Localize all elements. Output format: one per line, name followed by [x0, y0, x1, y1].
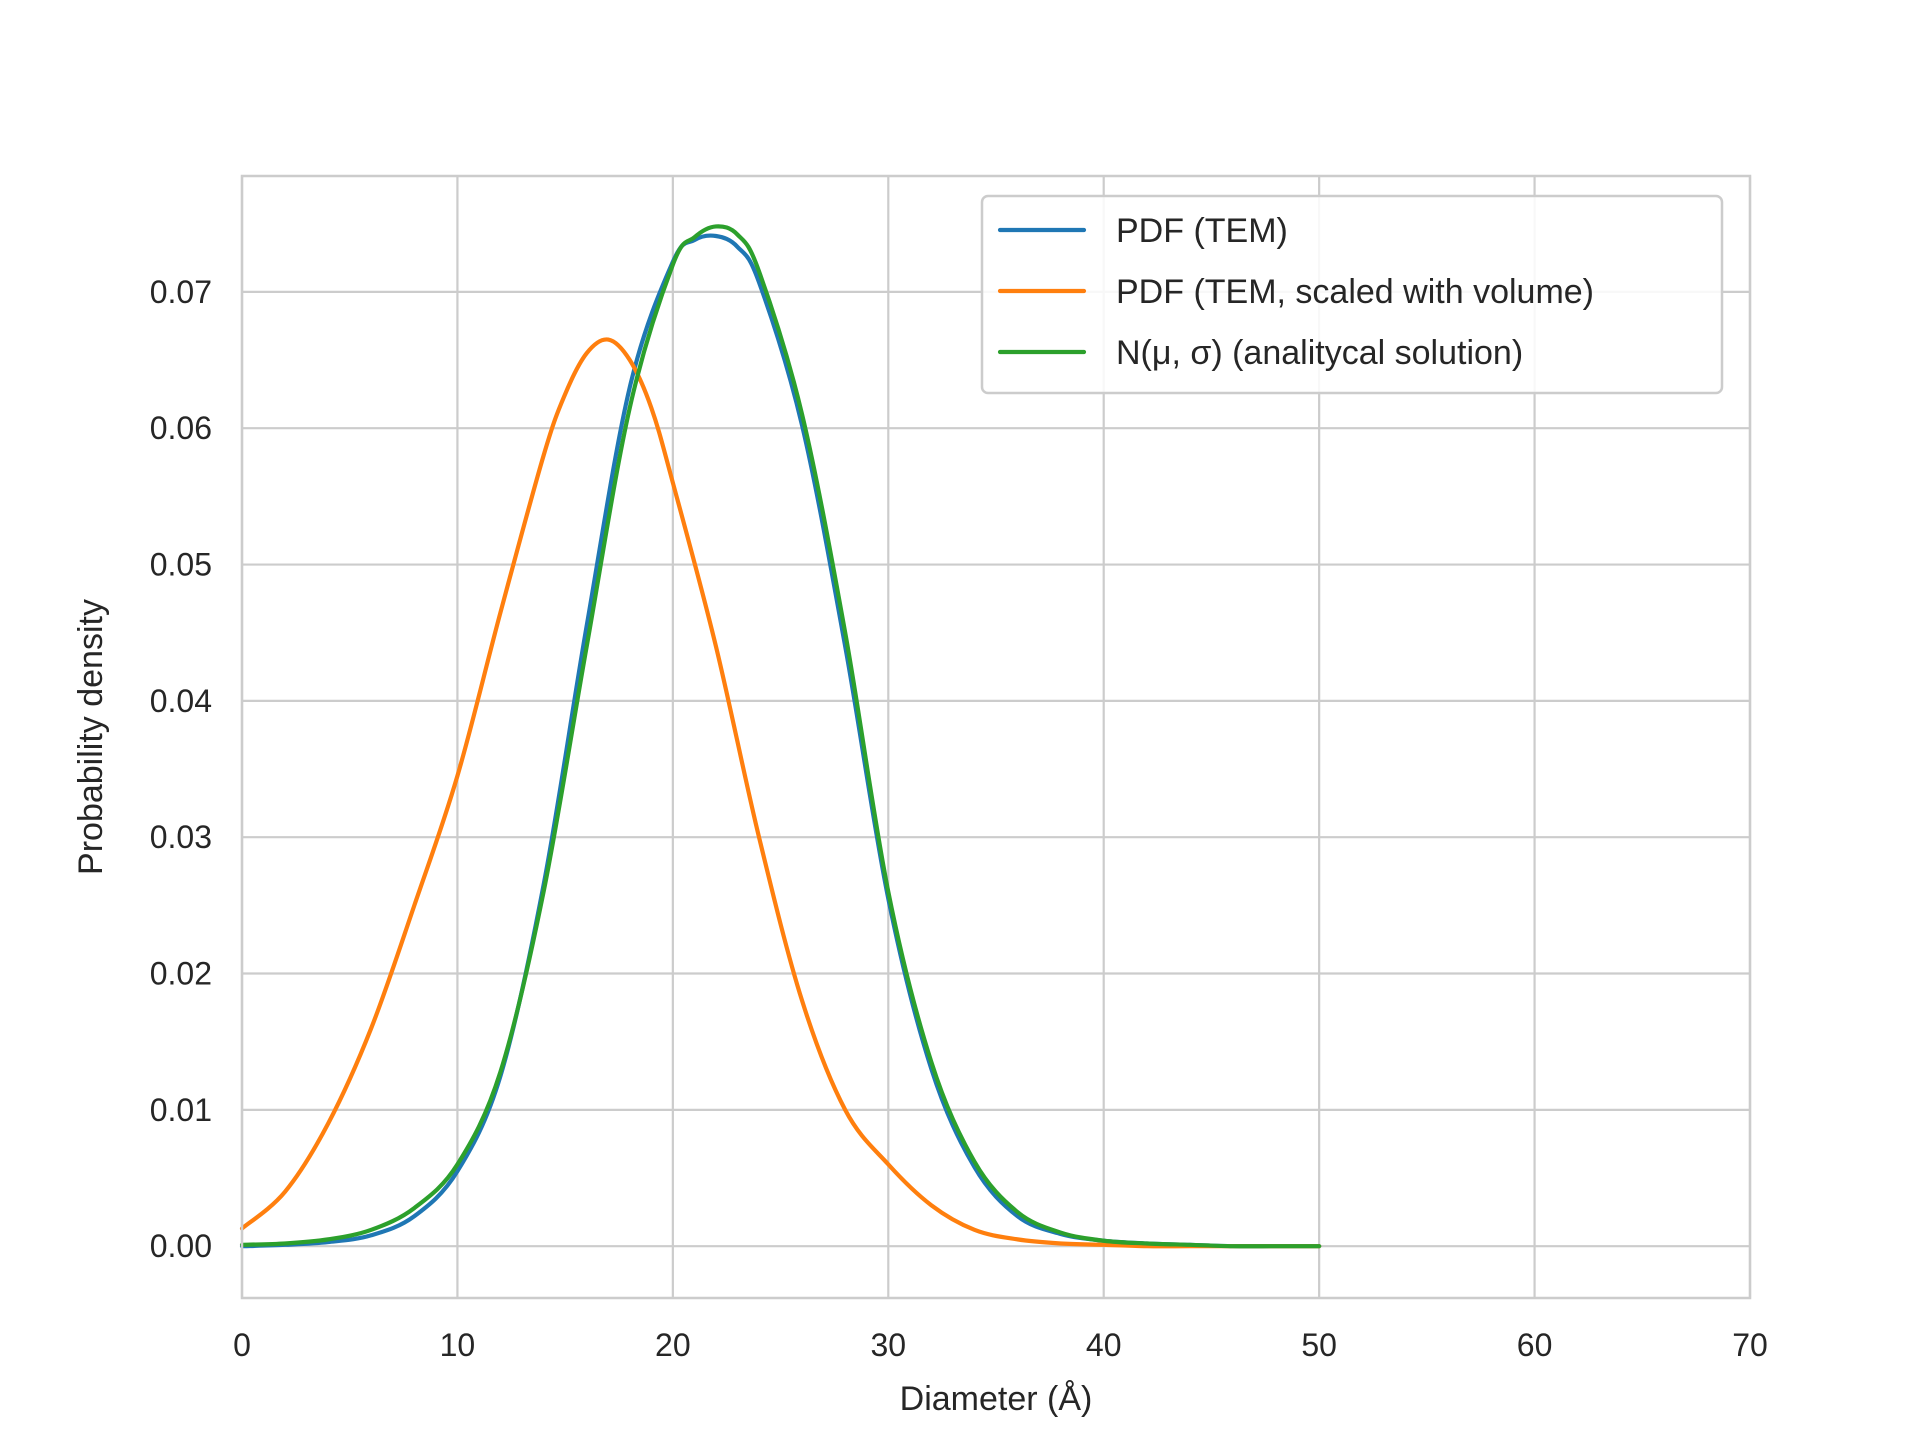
- y-tick-label: 0.03: [150, 819, 212, 855]
- x-tick-label: 40: [1086, 1327, 1122, 1363]
- legend-label: PDF (TEM, scaled with volume): [1116, 273, 1594, 311]
- y-tick-label: 0.00: [150, 1228, 212, 1264]
- legend-label: PDF (TEM): [1116, 212, 1288, 250]
- y-axis-label: Probability density: [72, 599, 110, 875]
- y-tick-label: 0.02: [150, 956, 212, 992]
- x-axis-label: Diameter (Å): [900, 1380, 1093, 1418]
- x-tick-label: 50: [1301, 1327, 1337, 1363]
- x-tick-label: 60: [1517, 1327, 1553, 1363]
- y-tick-labels: 0.00 0.01 0.02 0.03 0.04 0.05 0.06 0.07: [150, 274, 212, 1264]
- x-tick-labels: 0 10 20 30 40 50 60 70: [233, 1327, 1768, 1363]
- series-line-2: [239, 224, 1322, 1249]
- x-tick-label: 70: [1732, 1327, 1768, 1363]
- x-tick-label: 0: [233, 1327, 251, 1363]
- series-lines: [239, 224, 1322, 1249]
- y-tick-label: 0.06: [150, 410, 212, 446]
- y-tick-label: 0.07: [150, 274, 212, 310]
- plot-frame: [240, 174, 1752, 1300]
- x-tick-label: 10: [440, 1327, 476, 1363]
- y-tick-label: 0.01: [150, 1092, 212, 1128]
- legend-label: N(μ, σ) (analitycal solution): [1116, 334, 1523, 372]
- x-tick-label: 30: [870, 1327, 906, 1363]
- x-tick-label: 20: [655, 1327, 691, 1363]
- legend: PDF (TEM) PDF (TEM, scaled with volume) N(…: [980, 194, 1724, 395]
- y-tick-label: 0.05: [150, 547, 212, 583]
- series-line-1: [239, 337, 1322, 1249]
- legend-box: [980, 194, 1724, 395]
- y-tick-label: 0.04: [150, 683, 212, 719]
